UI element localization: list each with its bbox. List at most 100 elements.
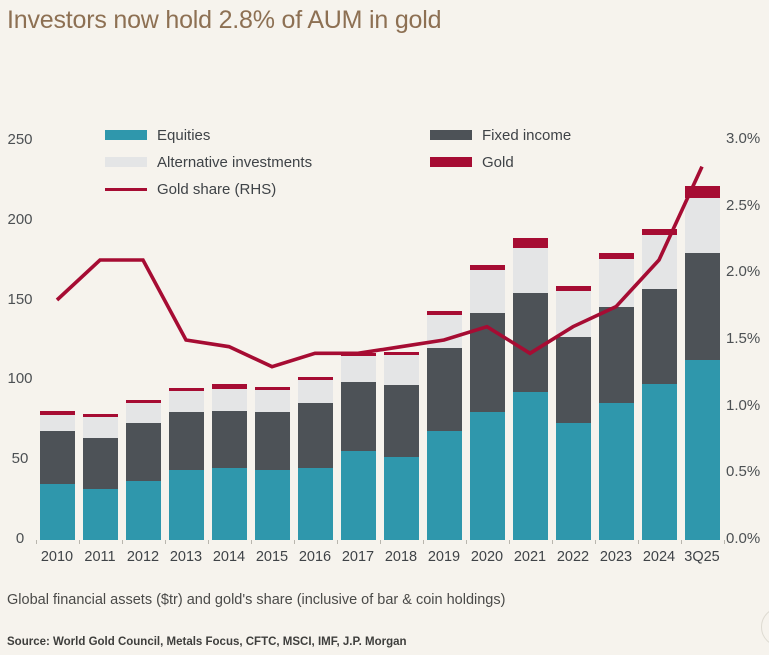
bar-segment-alternative-investments-2018	[383, 354, 419, 386]
page-title: Investors now hold 2.8% of AUM in gold	[7, 6, 442, 34]
x-axis-label-3Q25: 3Q25	[684, 549, 720, 565]
bar-segment-alternative-investments-2017	[340, 356, 376, 382]
bar-segment-equities-2016	[297, 468, 333, 540]
x-axis-tick	[594, 540, 596, 544]
x-axis-label-2011: 2011	[84, 549, 116, 565]
x-axis-label-2015: 2015	[255, 549, 289, 565]
x-axis-tick	[35, 540, 37, 544]
gold-share-polyline	[55, 165, 704, 369]
bar-segment-alternative-investments-2013	[168, 390, 204, 413]
right-axis-label-0.0%: 0.0%	[726, 530, 761, 547]
legend-item-equities: Equities	[105, 126, 211, 144]
right-axis-label-2.5%: 2.5%	[726, 196, 761, 214]
gold-share-line-icon	[105, 187, 147, 191]
bar-segment-alternative-investments-2022	[555, 291, 591, 338]
bar-segment-equities-3Q25	[684, 359, 720, 540]
bar-segment-gold-2013	[168, 387, 204, 391]
bar-segment-equities-2022	[555, 423, 591, 540]
bar-segment-equities-2020	[469, 412, 505, 540]
bar-segment-alternative-investments-2010	[39, 414, 75, 432]
bar-segment-fixed-income-3Q25	[684, 252, 720, 360]
bar-segment-alternative-investments-2014	[211, 389, 247, 411]
x-axis-tick	[508, 540, 510, 544]
bar-segment-gold-2022	[555, 286, 591, 292]
bar-segment-gold-2019	[426, 310, 462, 315]
bar-segment-gold-2021	[512, 238, 548, 248]
bar-segment-alternative-investments-2023	[598, 259, 634, 307]
left-axis-label-200: 200	[7, 210, 33, 228]
bar-segment-equities-2010	[39, 484, 75, 540]
x-axis-label-2010: 2010	[40, 549, 74, 565]
x-axis-tick	[293, 540, 295, 544]
x-axis-label-2021: 2021	[513, 549, 547, 565]
bar-segment-gold-2010	[39, 410, 75, 415]
bar-segment-alternative-investments-2012	[125, 402, 161, 424]
left-axis-label-150: 150	[7, 290, 33, 308]
x-axis-tick	[207, 540, 209, 544]
bar-segment-equities-2013	[168, 469, 204, 540]
bar-segment-gold-2024	[641, 228, 677, 236]
bar-segment-fixed-income-2014	[211, 410, 247, 469]
bar-segment-alternative-investments-2011	[82, 417, 118, 438]
bar-segment-gold-2020	[469, 265, 505, 271]
x-axis-label-2023: 2023	[599, 549, 633, 565]
x-axis-tick	[121, 540, 123, 544]
bar-segment-gold-2016	[297, 377, 333, 381]
x-axis-tick	[465, 540, 467, 544]
right-axis-label-3.0%: 3.0%	[726, 130, 761, 147]
x-axis-tick	[164, 540, 166, 544]
left-axis-label-100: 100	[7, 370, 33, 388]
bar-segment-alternative-investments-2020	[469, 270, 505, 314]
x-axis-label-2013: 2013	[169, 549, 203, 565]
bar-segment-gold-2011	[82, 413, 118, 418]
x-axis-tick	[422, 540, 424, 544]
x-axis-label-2020: 2020	[470, 549, 504, 565]
fixed-income-swatch-icon	[430, 130, 472, 140]
bar-segment-equities-2018	[383, 457, 419, 540]
bar-segment-fixed-income-2021	[512, 292, 548, 392]
chart-caption: Global financial assets ($tr) and gold's…	[7, 592, 506, 608]
bar-segment-fixed-income-2017	[340, 381, 376, 451]
bar-segment-alternative-investments-2015	[254, 389, 290, 413]
bar-segment-equities-2019	[426, 431, 462, 540]
bar-segment-equities-2021	[512, 391, 548, 540]
bar-segment-gold-2012	[125, 399, 161, 403]
x-axis-tick	[250, 540, 252, 544]
x-axis-label-2014: 2014	[212, 549, 246, 565]
x-axis-label-2022: 2022	[556, 549, 590, 565]
bar-segment-equities-2015	[254, 469, 290, 540]
bar-segment-fixed-income-2010	[39, 431, 75, 485]
x-axis-label-2024: 2024	[642, 549, 676, 565]
source-note: Source: World Gold Council, Metals Focus…	[7, 636, 407, 648]
bar-segment-fixed-income-2022	[555, 337, 591, 424]
bar-segment-equities-2011	[82, 488, 118, 540]
left-axis-label-0: 0	[15, 530, 25, 547]
x-axis-label-2019: 2019	[427, 549, 461, 565]
x-axis-tick	[723, 540, 725, 544]
legend-item-gold-share: Gold share (RHS)	[105, 180, 277, 198]
x-axis-tick	[78, 540, 80, 544]
legend-item-gold: Gold	[430, 153, 514, 171]
legend-label: Gold share (RHS)	[157, 180, 277, 198]
right-axis-label-1.0%: 1.0%	[726, 396, 761, 414]
bar-segment-alternative-investments-2021	[512, 247, 548, 293]
bar-segment-equities-2023	[598, 402, 634, 540]
right-axis-label-1.5%: 1.5%	[726, 330, 761, 347]
legend-label: Equities	[157, 126, 211, 144]
bar-segment-equities-2017	[340, 450, 376, 540]
bar-segment-gold-2018	[383, 351, 419, 355]
x-axis-label-2012: 2012	[126, 549, 160, 565]
equities-swatch-icon	[105, 130, 147, 140]
x-axis-tick	[379, 540, 381, 544]
legend-item-fixed-income: Fixed income	[430, 127, 571, 144]
bar-segment-equities-2024	[641, 383, 677, 540]
bar-segment-fixed-income-2012	[125, 423, 161, 481]
bar-segment-fixed-income-2019	[426, 348, 462, 432]
legend-label: Gold	[482, 153, 514, 171]
legend-label: Alternative investments	[157, 153, 313, 171]
bar-segment-alternative-investments-2016	[297, 380, 333, 403]
x-axis-label-2018: 2018	[384, 549, 418, 565]
